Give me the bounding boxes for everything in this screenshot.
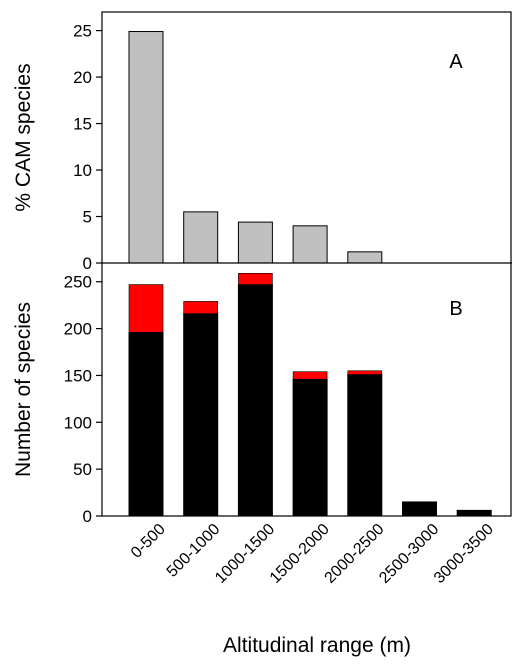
panel-b-bar-black-1500-2000	[292, 378, 328, 517]
panel-a-label: A	[449, 51, 463, 73]
panel-b-y-tick-label: 150	[64, 366, 92, 385]
panel-a-y-tick-label: 15	[73, 115, 92, 134]
panel-b-y-axis-title: Number of species	[12, 302, 35, 477]
panel-b-y-tick-label: 200	[64, 320, 92, 339]
panel-b-bar-black-3000-3500	[456, 509, 492, 517]
panel-b-bar-red-0-500	[128, 284, 164, 333]
panel-b-y-tick-label: 0	[83, 507, 92, 526]
panel-b-bar-black-2000-2500	[347, 374, 383, 517]
panel-a-bar-2000-2500	[347, 251, 383, 264]
panel-a-y-tick-label: 25	[73, 22, 92, 41]
panel-b-bar-red-2000-2500	[347, 370, 383, 375]
panel-b-bar-red-500-1000	[183, 301, 218, 314]
panel-b-y-tick-label: 50	[73, 460, 92, 479]
plot-frame	[101, 11, 512, 517]
panel-b-bar-red-1500-2000	[292, 371, 328, 380]
panel-a-bar-1000-1500	[237, 221, 273, 264]
x-tick-label: 0-500	[128, 521, 169, 562]
panel-b-bar-black-2500-3000	[402, 501, 437, 517]
x-axis-title: Altitudinal range (m)	[223, 634, 411, 657]
panel-b-label: B	[449, 298, 462, 320]
panel-b-y-tick-label: 250	[64, 273, 92, 292]
panel-b-bar-black-500-1000	[183, 313, 219, 517]
panel-a-y-tick-label: 20	[73, 68, 92, 87]
panel-a-y-tick-label: 0	[83, 254, 92, 273]
panel-b-bar-black-1000-1500	[237, 284, 273, 517]
panel-a-bar-0-500	[128, 31, 164, 264]
x-tick-label: 3000-3500	[431, 521, 497, 587]
panel-b-y-tick-label: 100	[64, 413, 92, 432]
panel-a-bar-1500-2000	[292, 225, 328, 264]
panel-b-bar-black-0-500	[128, 331, 164, 517]
panel-a-y-tick-label: 10	[73, 161, 92, 180]
panel-a-bar-500-1000	[183, 211, 219, 264]
panel-a-y-axis-title: % CAM species	[12, 63, 35, 211]
panel-a-y-tick-label: 5	[83, 208, 92, 227]
panel-b-bar-red-1000-1500	[238, 273, 273, 285]
